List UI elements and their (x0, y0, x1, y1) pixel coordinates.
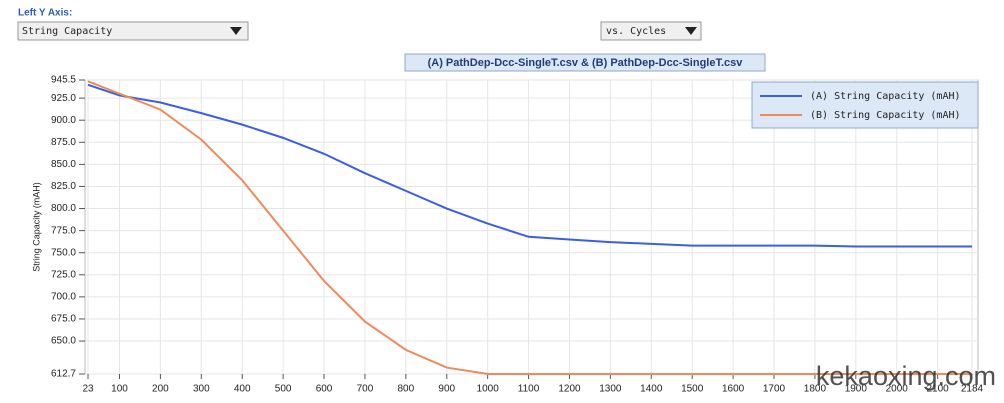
watermark: kekaoxing.com (816, 361, 996, 391)
x-tick-label: 400 (234, 384, 251, 395)
x-tick-label: 2184 (961, 384, 984, 395)
y-tick-label: 945.5 (51, 75, 76, 86)
x-tick-label: 1600 (722, 384, 745, 395)
dropdown-arrow (230, 27, 242, 35)
plot-area (84, 79, 979, 375)
x-tick-label: 1700 (763, 384, 786, 395)
y-tick-label: 775.0 (51, 225, 76, 236)
y-axis-label: String Capacity (mAH) (31, 182, 41, 272)
x-tick-label: 23 (82, 384, 94, 395)
title-box (404, 53, 766, 72)
x-axis-dropdown[interactable] (600, 21, 702, 41)
left-axis-label: Left Y Axis: (18, 8, 72, 19)
y-tick-label: 750.0 (51, 247, 76, 258)
legend-label: (A) String Capacity (mAH) (810, 91, 961, 102)
x-tick-label: 1800 (804, 384, 827, 395)
y-tick-label: 900.0 (51, 115, 76, 126)
y-tick-label: 850.0 (51, 159, 76, 170)
x-tick-label: 100 (111, 384, 128, 395)
y-tick-label: 725.0 (51, 269, 76, 280)
y-tick-label: 800.0 (51, 203, 76, 214)
y-tick-label: 700.0 (51, 292, 76, 303)
y-tick-label: 612.7 (51, 369, 76, 380)
legend-label: (B) String Capacity (mAH) (810, 110, 961, 121)
x-tick-label: 1900 (845, 384, 868, 395)
x-tick-label: 2000 (886, 384, 909, 395)
x-tick-label: 900 (438, 384, 455, 395)
y-tick-label: 675.0 (51, 314, 76, 325)
x-tick-label: 1100 (518, 384, 540, 395)
x-tick-label: 1400 (640, 384, 663, 395)
x-tick-label: 500 (275, 384, 292, 395)
left-axis-dropdown[interactable] (17, 21, 249, 41)
x-tick-label: 1500 (681, 384, 704, 395)
x-tick-label: 300 (193, 384, 210, 395)
y-tick-label: 650.0 (51, 336, 76, 347)
left-axis-select-text: String Capacity (22, 26, 112, 37)
y-tick-label: 875.0 (51, 137, 76, 148)
x-tick-label: 2100 (927, 384, 950, 395)
x-tick-label: 600 (316, 384, 333, 395)
dropdown-arrow (685, 27, 697, 35)
x-axis-select-text: vs. Cycles (606, 26, 666, 37)
chart-title: (A) PathDep-Dcc-SingleT.csv & (B) PathDe… (428, 57, 744, 69)
series-line (87, 80, 972, 375)
x-tick-label: 200 (152, 384, 169, 395)
x-tick-label: 800 (398, 384, 415, 395)
x-tick-label: 1000 (477, 384, 500, 395)
x-tick-label: 700 (357, 384, 374, 395)
y-tick-label: 825.0 (51, 181, 76, 192)
y-tick-label: 925.0 (51, 93, 76, 104)
legend-box (751, 81, 979, 129)
x-tick-label: 1200 (558, 384, 581, 395)
series-line (87, 83, 972, 248)
x-tick-label: 1300 (599, 384, 622, 395)
